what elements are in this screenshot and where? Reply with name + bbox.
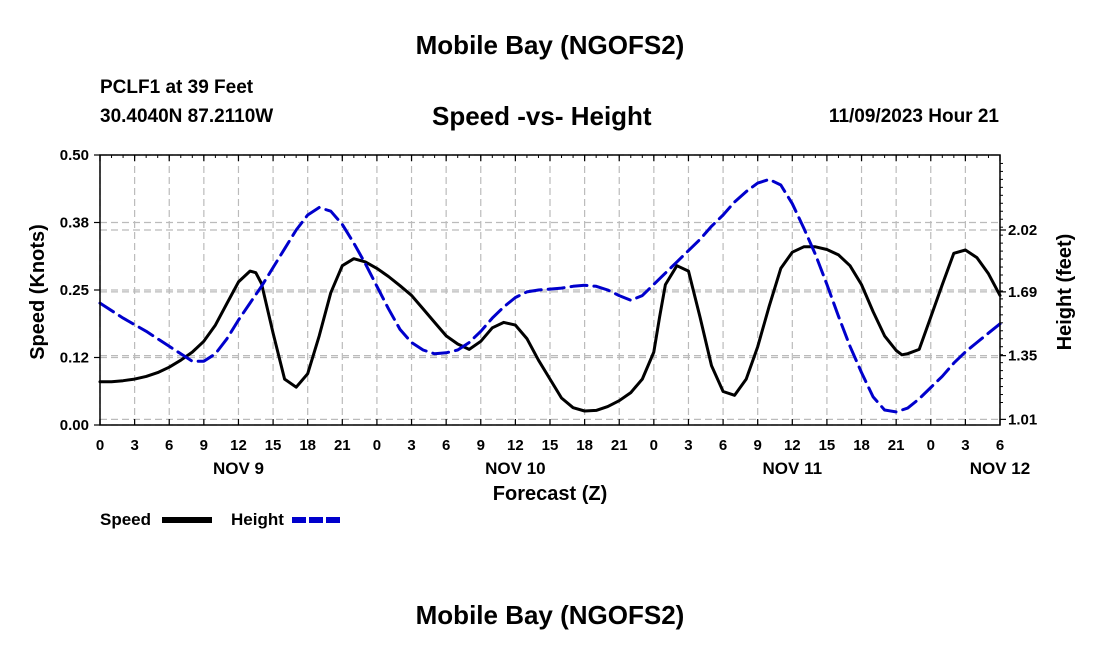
x-tick-label: 12 [507,437,524,454]
date-label: NOV 11 [763,459,823,478]
y-tick-label-left: 0.50 [60,147,89,164]
y-axis-label-left: Speed (Knots) [27,224,49,360]
x-tick-label: 6 [719,437,727,454]
x-tick-label: 6 [165,437,173,454]
x-tick-label: 0 [927,437,935,454]
x-tick-label: 12 [784,437,801,454]
y-tick-label-left: 0.00 [60,417,89,434]
x-tick-label: 9 [477,437,485,454]
x-axis-label: Forecast (Z) [493,483,607,505]
date-label: NOV 9 [213,459,264,478]
x-tick-label: 3 [130,437,138,454]
x-tick-label: 15 [819,437,836,454]
x-tick-label: 18 [299,437,316,454]
coordinates-label: 30.4040N 87.2110W [100,106,274,127]
y-tick-label-right: 1.69 [1008,284,1037,301]
x-tick-label: 21 [888,437,905,454]
x-tick-label: 3 [961,437,969,454]
y-tick-label-left: 0.25 [60,282,89,299]
x-tick-label: 3 [407,437,415,454]
y-tick-label-right: 1.35 [1008,348,1037,365]
station-label: PCLF1 at 39 Feet [100,77,254,98]
date-label: NOV 10 [485,459,545,478]
legend: Speed Height [100,510,342,529]
x-tick-label: 21 [334,437,351,454]
x-tick-label: 6 [996,437,1004,454]
chart-subtitle: Speed -vs- Height [432,101,652,131]
chart-title-bottom: Mobile Bay (NGOFS2) [415,600,685,630]
y-tick-label-left: 0.12 [60,350,89,367]
y-axis-label-right: Height (feet) [1054,234,1076,351]
x-tick-label: 0 [373,437,381,454]
x-tick-label: 15 [265,437,282,454]
chart-title-top: Mobile Bay (NGOFS2) [415,30,685,60]
series-lines [98,177,1002,414]
x-tick-label: 9 [200,437,208,454]
y-tick-label-left: 0.38 [60,215,89,232]
y-tick-label-right: 2.02 [1008,222,1037,239]
y-tick-label-right: 1.01 [1008,411,1037,428]
x-tick-label: 21 [611,437,628,454]
series-line-speed [98,245,1002,413]
legend-speed-label: Speed [100,510,151,529]
forecast-datetime: 11/09/2023 Hour 21 [828,106,999,127]
series-line-height [98,177,1002,414]
x-tick-label: 0 [96,437,104,454]
x-tick-label: 9 [754,437,762,454]
date-label: NOV 12 [970,459,1030,478]
x-tick-label: 0 [650,437,658,454]
axis-ticks: 0 3 6 9 12 15 18 21 0 3 6 9 12 15 18 21 0 3 6 9 12 15 18 21 0 3 6 N… [60,147,1037,478]
x-tick-label: 18 [853,437,870,454]
legend-height-label: Height [231,510,284,529]
x-tick-label: 15 [542,437,559,454]
x-tick-label: 3 [684,437,692,454]
x-tick-label: 6 [442,437,450,454]
x-tick-label: 12 [230,437,247,454]
x-tick-label: 18 [576,437,593,454]
